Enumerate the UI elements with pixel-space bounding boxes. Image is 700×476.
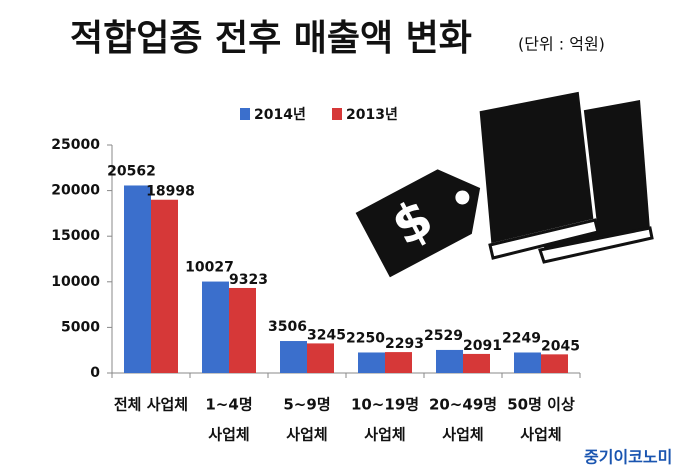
value-label: 2045: [541, 338, 580, 354]
value-label: 2529: [424, 328, 463, 344]
bar: [202, 281, 229, 373]
chart-title: 적합업종 전후 매출액 변화: [70, 18, 472, 59]
bar: [385, 352, 412, 373]
x-tick-label: 20~49명: [429, 396, 497, 414]
value-label: 10027: [185, 260, 234, 276]
legend-label: 2014년: [254, 107, 306, 123]
value-label: 9323: [229, 272, 268, 288]
bar: [307, 343, 334, 373]
source: 중기이코노미: [584, 448, 672, 467]
legend-label: 2013년: [346, 107, 398, 123]
x-tick-label: 사업체: [208, 426, 249, 444]
x-tick-label: 전체 사업체: [114, 396, 188, 414]
legend-swatch: [332, 108, 342, 120]
bar: [229, 287, 256, 373]
bar: [436, 349, 463, 373]
x-tick-label: 10~19명: [351, 396, 419, 414]
value-label: 2250: [346, 330, 385, 346]
bar: [151, 199, 178, 373]
value-label: 20562: [107, 163, 156, 179]
value-label: 2249: [502, 330, 541, 346]
x-tick-label: 사업체: [286, 426, 327, 444]
bar: [463, 353, 490, 373]
value-label: 3245: [307, 327, 346, 343]
value-label: 2293: [385, 336, 424, 352]
bar: [358, 352, 385, 373]
y-tick-label: 10000: [51, 274, 100, 290]
legend-swatch: [240, 108, 250, 120]
y-tick-label: 25000: [51, 137, 100, 153]
bar: [124, 185, 151, 373]
value-label: 2091: [463, 338, 502, 354]
x-tick-label: 사업체: [364, 426, 405, 444]
chart-subtitle: (단위 : 억원): [518, 35, 605, 54]
bar: [280, 341, 307, 373]
x-tick-label: 50명 이상: [507, 396, 575, 414]
value-label: 18998: [146, 184, 195, 200]
x-tick-label: 사업체: [520, 426, 561, 444]
bar: [514, 352, 541, 373]
y-tick-label: 20000: [51, 183, 100, 199]
y-tick-label: 15000: [51, 228, 100, 244]
illustration: $: [351, 88, 654, 282]
bar: [541, 354, 568, 373]
y-tick-label: 5000: [61, 319, 100, 335]
x-tick-label: 5~9명: [283, 396, 330, 414]
x-tick-label: 1~4명: [205, 396, 252, 414]
x-tick-label: 사업체: [442, 426, 483, 444]
y-tick-label: 0: [90, 365, 100, 381]
value-label: 3506: [268, 319, 307, 335]
